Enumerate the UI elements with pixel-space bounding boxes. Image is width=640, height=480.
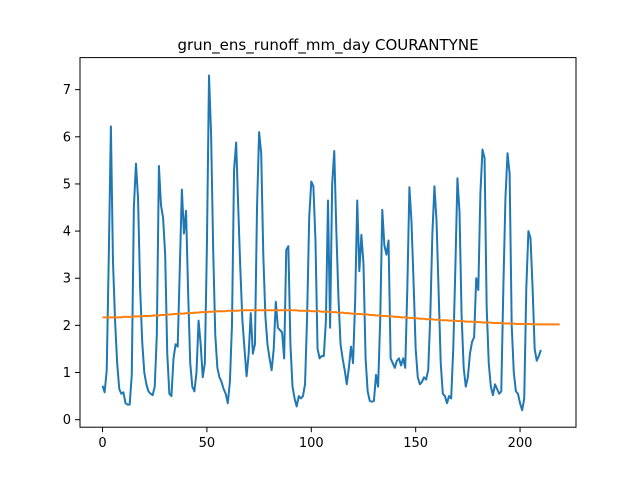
chart-title: grun_ens_runoff_mm_day COURANTYNE [177, 36, 478, 55]
x-tick-label: 0 [98, 436, 106, 451]
y-tick-label: 1 [63, 366, 71, 381]
x-tick-label: 50 [199, 436, 216, 451]
y-tick-label: 6 [63, 130, 71, 145]
plot-area-frame [79, 57, 577, 428]
x-axis: 0 50 100 150 200 [98, 427, 532, 451]
series-line-2 [102, 309, 560, 326]
y-tick-label: 3 [63, 272, 71, 287]
y-tick-label: 0 [63, 413, 71, 428]
y-tick-label: 2 [63, 319, 71, 334]
series-layer [101, 74, 560, 412]
x-tick-label: 200 [508, 436, 533, 451]
y-tick-label: 7 [63, 83, 71, 98]
y-tick-label: 5 [63, 177, 71, 192]
x-tick-label: 150 [403, 436, 428, 451]
y-tick-label: 4 [63, 225, 71, 240]
x-tick-label: 100 [299, 436, 324, 451]
y-axis: 0 1 2 3 4 5 6 7 [63, 83, 80, 428]
series-line-1 [101, 74, 542, 412]
